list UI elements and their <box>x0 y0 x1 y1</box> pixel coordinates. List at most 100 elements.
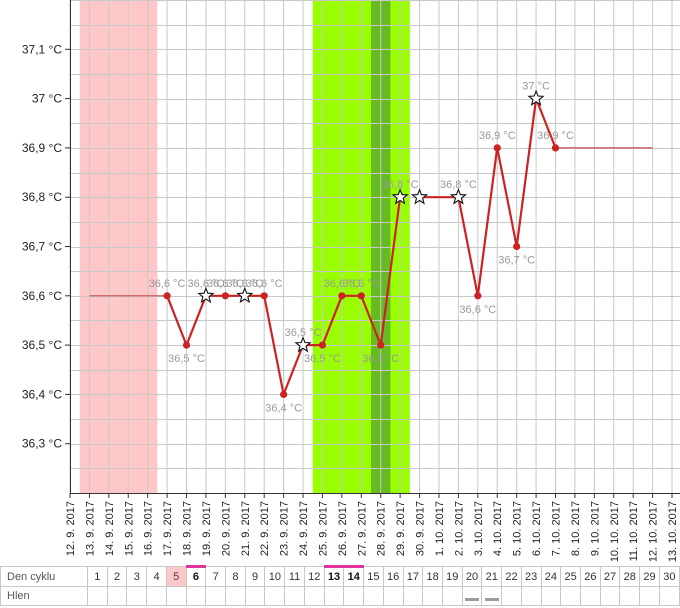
x-tick-label: 25. 9. 2017 <box>317 501 329 556</box>
mucus-cell <box>225 586 246 606</box>
x-tick-label: 18. 9. 2017 <box>182 501 194 556</box>
y-tick-label: 36,3 °C <box>22 437 62 451</box>
cycle-day-cell: 28 <box>619 566 641 587</box>
cycle-day-cell: 2 <box>106 566 128 587</box>
x-tick-label: 15. 9. 2017 <box>123 501 135 556</box>
mucus-cell <box>284 586 305 606</box>
mucus-cell <box>323 586 345 606</box>
x-tick-label: 12. 9. 2017 <box>65 501 77 556</box>
y-tick-label: 36,7 °C <box>22 240 62 254</box>
data-point <box>474 292 482 300</box>
cycle-day-cell: 8 <box>225 566 246 587</box>
cycle-table: Den cyklu 1 2 3 4 5 6 7 8 9 10 11 12 13 14 15 16 17 18 19 20… <box>0 565 680 606</box>
y-tick-label: 36,5 °C <box>22 338 62 352</box>
x-tick-label: 17. 9. 2017 <box>162 501 174 556</box>
x-tick-label: 12. 10. 2017 <box>648 501 660 562</box>
data-label: 36,5 °C <box>168 353 205 365</box>
x-tick-label: 23. 9. 2017 <box>279 501 291 556</box>
x-tick-label: 6. 10. 2017 <box>531 501 543 556</box>
data-point <box>280 390 288 398</box>
menses-region <box>79 0 158 493</box>
x-tick-label: 13. 9. 2017 <box>84 501 96 556</box>
data-point <box>318 341 327 349</box>
x-tick-label: 27. 9. 2017 <box>356 501 368 556</box>
bbt-chart: 36,3 °C 36,4 °C 36,5 °C 36,6 °C 36,7 °C 36,8 … <box>22 0 680 562</box>
mucus-cell <box>382 586 404 606</box>
data-point <box>260 292 268 300</box>
mucus-cell <box>560 586 581 606</box>
data-label: 36,6 °C <box>459 304 496 316</box>
cycle-day-cell: 17 <box>402 566 424 587</box>
data-label: 36,8 °C <box>382 179 419 191</box>
x-tick-label: 11. 10. 2017 <box>628 501 640 561</box>
cycle-day-cell: 6 <box>185 565 207 587</box>
cycle-day-cell: 20 <box>461 566 483 587</box>
data-label: 36,6 °C <box>226 278 263 290</box>
cycle-day-cell: 11 <box>284 566 305 587</box>
star-marker <box>236 286 254 304</box>
mucus-cell <box>165 586 187 606</box>
data-label: 36,6 °C <box>323 278 360 290</box>
x-tick-label: 1. 10. 2017 <box>434 501 446 556</box>
cycle-day-cell: 7 <box>205 566 227 587</box>
x-tick-label: 28. 9. 2017 <box>376 501 388 556</box>
x-tick-label: 24. 9. 2017 <box>298 501 310 556</box>
y-tick-label: 37 °C <box>32 92 62 106</box>
x-tick-label: 3. 10. 2017 <box>473 501 485 556</box>
x-tick-label: 9. 10. 2017 <box>589 501 601 556</box>
cycle-day-cell: 24 <box>540 566 562 587</box>
data-label: 36,5 °C <box>304 353 341 365</box>
mucus-cell <box>501 586 522 606</box>
data-label: 36,6 °C <box>149 278 186 290</box>
mucus-cell <box>619 586 641 606</box>
data-label: 36,6 °C <box>207 278 244 290</box>
star-marker <box>449 188 467 205</box>
data-label: 36,8 °C <box>440 179 477 191</box>
row-label-mucus: Hlen <box>0 586 88 606</box>
cycle-day-cell: 29 <box>639 566 660 587</box>
x-tick-label: 10. 10. 2017 <box>609 501 621 562</box>
cycle-day-cell: 4 <box>146 566 167 587</box>
mucus-cell <box>520 586 542 606</box>
cycle-day-cell: 23 <box>520 566 542 587</box>
cycle-day-cell: 18 <box>422 566 443 587</box>
mucus-cell <box>402 586 424 606</box>
y-tick-label: 36,8 °C <box>22 190 62 204</box>
data-point <box>338 292 346 300</box>
star-marker <box>197 286 215 304</box>
cycle-day-cell: 14 <box>343 565 365 587</box>
x-tick-label: 30. 9. 2017 <box>415 501 427 556</box>
mucus-cell <box>185 586 207 606</box>
cycle-day-cell: 10 <box>264 566 286 587</box>
star-marker <box>391 188 409 205</box>
cycle-day-cell: 1 <box>87 566 108 587</box>
x-tick-label: 19. 9. 2017 <box>201 501 213 556</box>
mucus-cell <box>481 586 503 606</box>
data-point <box>493 144 501 152</box>
x-tick-label: 22. 9. 2017 <box>259 501 271 556</box>
data-point <box>513 242 521 251</box>
cycle-day-cell: 27 <box>599 566 621 587</box>
data-label: 36,5 °C <box>285 327 322 339</box>
row-label-cycle-day: Den cyklu <box>0 566 88 587</box>
mucus-cell <box>422 586 443 606</box>
data-label: 37 °C <box>522 81 550 93</box>
mucus-cell <box>441 586 463 606</box>
data-point <box>163 292 171 300</box>
data-label: 36,6 °C <box>188 278 225 290</box>
data-label: 36,9 °C <box>479 130 516 142</box>
cycle-day-cell: 19 <box>441 566 463 587</box>
x-tick-label: 4. 10. 2017 <box>492 501 504 556</box>
data-label: 36,4 °C <box>265 402 302 414</box>
mucus-row: Hlen <box>0 586 680 606</box>
bbt-chart-svg: 36,3 °C 36,4 °C 36,5 °C 36,6 °C 36,7 °C 36,8 … <box>22 0 680 562</box>
mucus-cell <box>579 586 601 606</box>
cycle-day-cell: 26 <box>579 566 601 587</box>
data-label: 36,6 °C <box>246 278 283 290</box>
x-tick-label: 13. 10. 2017 <box>667 501 679 562</box>
mucus-cell <box>599 586 621 606</box>
cycle-day-cell: 22 <box>501 566 522 587</box>
cycle-day-cell: 5 <box>165 566 187 587</box>
mucus-cell <box>205 586 227 606</box>
mucus-cell <box>106 586 128 606</box>
